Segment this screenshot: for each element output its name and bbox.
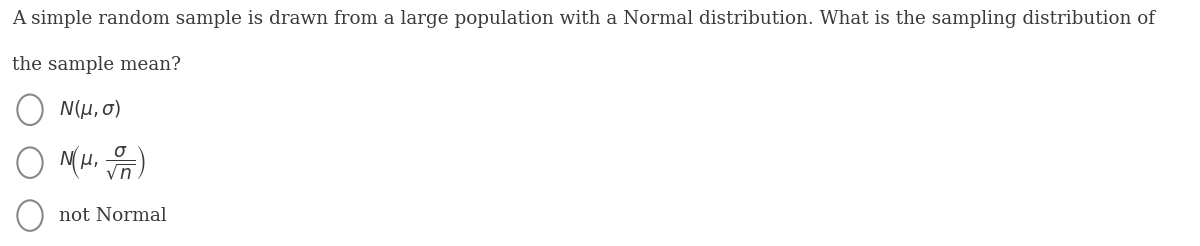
Text: $N(\mu, \sigma)$: $N(\mu, \sigma)$ bbox=[59, 98, 121, 121]
Text: not Normal: not Normal bbox=[59, 207, 167, 225]
Text: the sample mean?: the sample mean? bbox=[12, 56, 181, 74]
Text: A simple random sample is drawn from a large population with a Normal distributi: A simple random sample is drawn from a l… bbox=[12, 10, 1156, 28]
Text: $N\!\left(\mu,\, \dfrac{\sigma}{\sqrt{n}}\right)$: $N\!\left(\mu,\, \dfrac{\sigma}{\sqrt{n}… bbox=[59, 143, 146, 182]
